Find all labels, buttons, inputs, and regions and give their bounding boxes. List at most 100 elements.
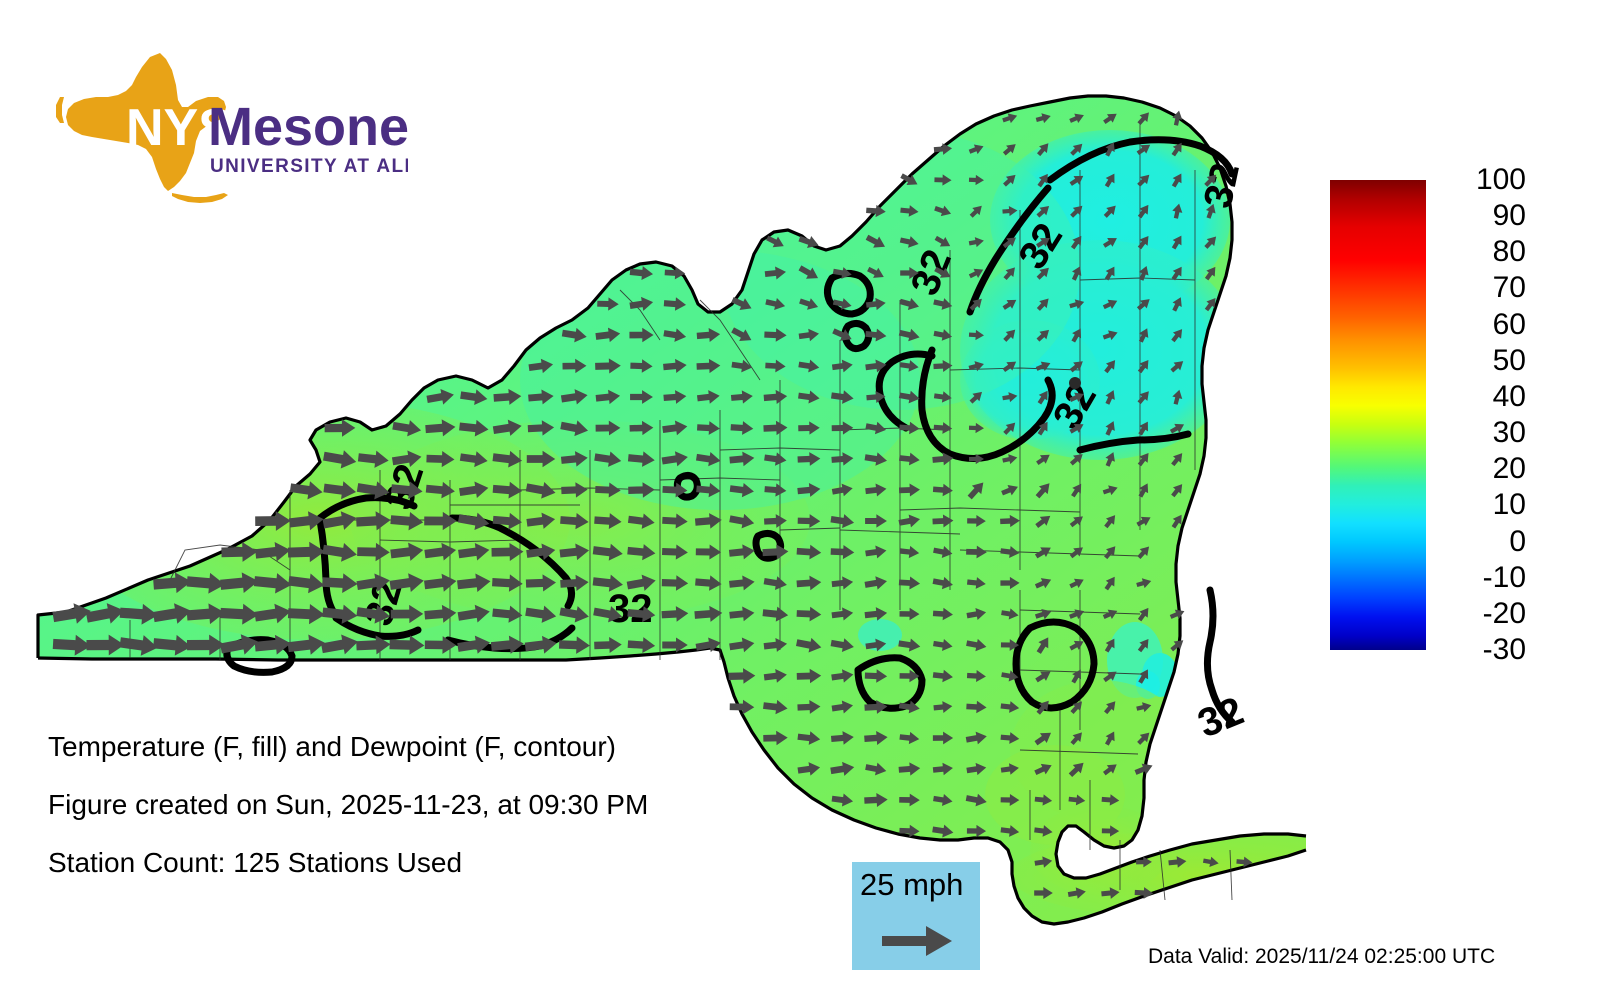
wind-arrow-icon — [796, 606, 822, 622]
wind-arrow-icon — [1172, 297, 1182, 312]
wind-arrow-icon — [933, 298, 953, 310]
wind-arrow-icon — [220, 572, 259, 594]
wind-arrow-icon — [798, 421, 820, 435]
wind-arrow-icon — [898, 483, 920, 497]
colorbar-tick: 70 — [1492, 271, 1526, 305]
wind-arrow-icon — [1071, 483, 1082, 498]
colorbar-tick: 10 — [1492, 488, 1526, 522]
wind-arrow-icon — [898, 390, 920, 404]
wind-arrow-icon — [1102, 330, 1118, 341]
wind-arrow-icon — [390, 604, 424, 624]
wind-arrow-icon — [527, 420, 555, 436]
wind-arrow-icon — [389, 635, 425, 655]
wind-arrow-icon — [696, 390, 720, 404]
wind-arrow-icon — [490, 635, 524, 654]
wind-arrow-icon — [865, 421, 887, 435]
wind-arrow-icon — [899, 607, 920, 621]
wind-arrow-icon — [865, 297, 886, 311]
wind-arrow-icon — [864, 607, 888, 621]
wind-arrow-icon — [492, 512, 522, 530]
wind-arrow-icon — [932, 514, 954, 528]
wind-vector-field — [52, 110, 1253, 899]
wind-arrow-icon — [865, 328, 887, 342]
wind-arrow-icon — [1137, 235, 1149, 250]
wind-arrow-icon — [1037, 143, 1049, 157]
wind-arrow-icon — [1171, 514, 1182, 529]
wind-arrow-icon — [1103, 205, 1116, 218]
wind-arrow-icon — [899, 824, 920, 838]
wind-arrow-icon — [1171, 235, 1182, 250]
colorbar-tick: 0 — [1509, 524, 1526, 558]
wind-arrow-icon — [1067, 887, 1086, 899]
wind-arrow-icon — [1171, 173, 1182, 188]
wind-arrow-icon — [426, 450, 455, 468]
wind-arrow-icon — [1035, 671, 1051, 683]
wind-arrow-icon — [1137, 453, 1149, 467]
wind-arrow-icon — [899, 793, 920, 807]
wind-arrow-icon — [1136, 144, 1151, 155]
wind-arrow-icon — [528, 358, 554, 374]
wind-arrow-icon — [864, 792, 888, 807]
wind-arrow-icon — [662, 482, 688, 498]
wind-arrow-icon — [459, 451, 488, 468]
wind-arrow-icon — [934, 205, 952, 217]
wind-arrow-icon — [1137, 204, 1149, 219]
wind-arrow-icon — [1069, 299, 1085, 310]
wind-arrow-icon — [865, 359, 887, 373]
wind-arrow-icon — [932, 483, 953, 497]
wind-arrow-icon — [322, 573, 358, 593]
wind-arrow-icon — [153, 634, 192, 656]
wind-arrow-icon — [763, 669, 787, 683]
wind-arrow-icon — [1001, 670, 1019, 682]
wind-arrow-icon — [560, 420, 589, 437]
wind-arrow-icon — [1000, 732, 1020, 744]
wind-arrow-icon — [390, 512, 424, 531]
wind-arrow-icon — [492, 574, 523, 592]
wind-arrow-icon — [831, 452, 854, 466]
wind-arrow-icon — [1035, 361, 1051, 372]
wind-arrow-icon — [695, 451, 721, 467]
wind-arrow-icon — [729, 606, 755, 622]
wind-arrow-icon — [798, 328, 819, 342]
wind-arrow-icon — [1035, 113, 1051, 124]
wind-arrow-icon — [898, 700, 920, 714]
wind-arrow-icon — [830, 390, 854, 404]
colorbar-tick: 30 — [1492, 416, 1526, 450]
wind-arrow-icon — [1171, 453, 1183, 467]
caption-block: Temperature (F, fill) and Dewpoint (F, c… — [48, 718, 808, 892]
wind-arrow-icon — [255, 511, 291, 531]
wind-arrow-icon — [561, 327, 587, 343]
logo-subtitle: UNIVERSITY AT ALBANY — [210, 156, 408, 177]
wind-arrow-icon — [865, 638, 887, 652]
wind-arrow-icon — [798, 236, 819, 249]
wind-arrow-icon — [1171, 266, 1182, 281]
wind-arrow-icon — [528, 389, 554, 405]
wind-arrow-icon — [966, 577, 986, 589]
wind-arrow-icon — [696, 482, 721, 498]
wind-arrow-icon — [969, 391, 983, 404]
wind-arrow-icon — [899, 236, 919, 248]
wind-arrow-icon — [1069, 423, 1084, 434]
data-valid-timestamp: Data Valid: 2025/11/24 02:25:00 UTC — [1148, 945, 1496, 968]
wind-arrow-icon — [899, 545, 920, 559]
wind-arrow-icon — [1134, 763, 1153, 775]
wind-arrow-icon — [831, 669, 854, 683]
wind-arrow-icon — [797, 731, 821, 745]
wind-arrow-icon — [763, 576, 787, 590]
wind-arrow-icon — [1002, 392, 1018, 403]
wind-arrow-icon — [1069, 640, 1084, 651]
wind-arrow-icon — [866, 390, 886, 404]
wind-arrow-icon — [663, 328, 687, 342]
wind-arrow-icon — [830, 638, 854, 652]
wind-arrow-icon — [966, 607, 987, 621]
wind-arrow-icon — [932, 824, 954, 838]
wind-arrow-icon — [597, 297, 619, 311]
wind-arrow-icon — [119, 603, 158, 625]
wind-arrow-icon — [86, 634, 125, 656]
wind-arrow-icon — [1136, 856, 1152, 868]
wind-arrow-icon — [898, 576, 921, 590]
wind-arrow-icon — [729, 513, 755, 529]
wind-arrow-icon — [1036, 206, 1050, 218]
wind-arrow-icon — [391, 481, 423, 500]
wind-arrow-icon — [1002, 205, 1018, 217]
